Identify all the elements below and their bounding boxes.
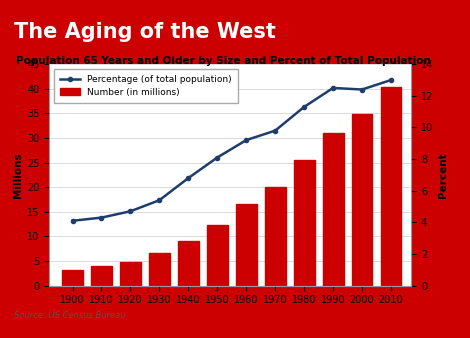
Bar	[178, 241, 199, 286]
Bar	[149, 253, 170, 286]
Y-axis label: Percent: Percent	[438, 152, 447, 198]
Bar	[207, 225, 227, 286]
Text: WWW.DAILYRECKONING.COM: WWW.DAILYRECKONING.COM	[311, 311, 458, 320]
Bar	[381, 87, 401, 286]
Legend: Percentage (of total population), Number (in millions): Percentage (of total population), Number…	[54, 69, 238, 103]
Bar	[323, 132, 344, 286]
Bar	[62, 270, 83, 286]
Bar	[265, 187, 286, 286]
Text: Population 65 Years and Older by Size and Percent of Total Population: Population 65 Years and Older by Size an…	[16, 56, 431, 66]
Text: Source: US Census Bureau: Source: US Census Bureau	[14, 311, 125, 320]
Bar	[236, 204, 257, 286]
Bar	[294, 160, 314, 286]
Bar	[120, 262, 141, 286]
Bar	[91, 266, 112, 286]
Text: The Aging of the West: The Aging of the West	[14, 22, 276, 42]
Y-axis label: Millions: Millions	[13, 152, 23, 198]
Bar	[352, 114, 372, 286]
